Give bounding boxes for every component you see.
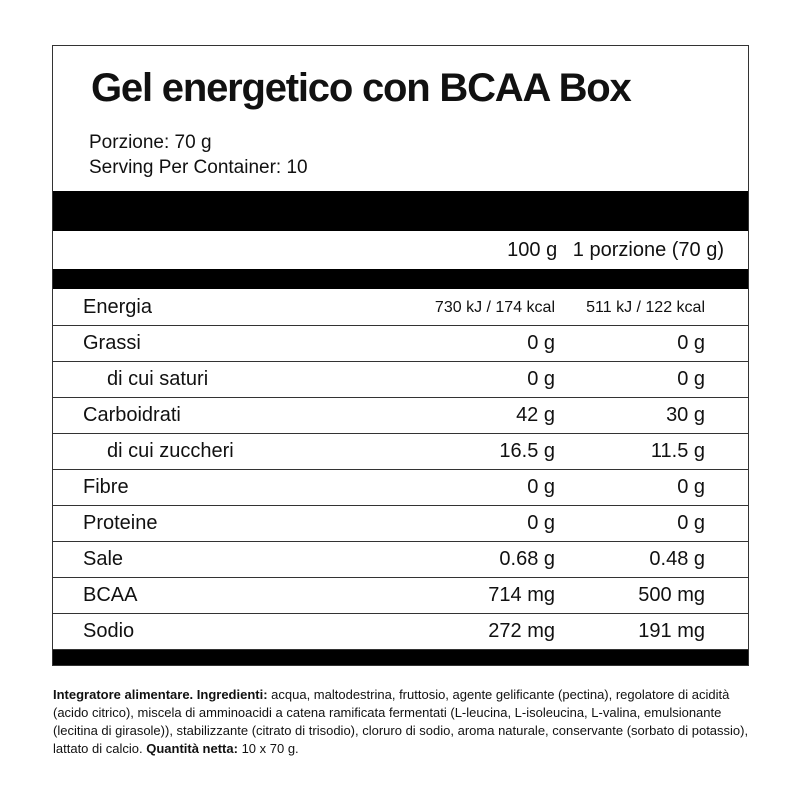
header-per-portion: 1 porzione (70 g) [572,239,724,261]
nutrient-row: Sodio 272 mg 191 mg [53,613,748,650]
value-per-100g: 730 kJ / 174 kcal [434,299,555,316]
value-per-100g: 272 mg [488,620,555,642]
product-title: Gel energetico con BCAA Box [91,66,632,110]
value-per-portion: 0 g [677,368,705,390]
value-per-100g: 714 mg [488,584,555,606]
divider-bar [53,269,748,289]
value-per-100g: 0 g [527,368,555,390]
nutrient-label: Grassi [83,332,141,354]
value-per-100g: 0 g [527,512,555,534]
nutrient-label: di cui zuccheri [107,440,234,462]
header-per-100g: 100 g [507,239,558,261]
value-per-100g: 42 g [516,404,555,426]
nutrient-label: di cui saturi [107,368,209,390]
nutrient-label: Carboidrati [83,404,181,426]
nutrient-label: Fibre [83,476,129,498]
value-per-portion: 0 g [677,476,705,498]
nutrient-label: Sale [83,548,124,570]
nutrient-row: Sale 0.68 g 0.48 g [53,541,748,578]
column-headers: 100 g 1 porzione (70 g) [497,239,724,262]
nutrient-label: BCAA [83,584,138,606]
nutrient-row: Proteine 0 g 0 g [53,505,748,542]
value-per-100g: 0 g [527,476,555,498]
value-per-portion: 30 g [666,404,705,426]
value-per-portion: 0 g [677,512,705,534]
ingredients-list: acqua, maltodestrina, fruttosio, agente … [53,687,749,756]
nutrient-row: Carboidrati 42 g 30 g [53,397,748,434]
value-per-portion: 11.5 g [650,440,705,462]
nutrient-row: Fibre 0 g 0 g [53,469,748,506]
nutrient-label: Sodio [83,620,135,642]
ingredients-text: Integratore alimentare. Ingredienti: acq… [53,686,753,758]
value-per-100g: 0 g [527,332,555,354]
ingredients-lead: Integratore alimentare. Ingredienti: [53,687,268,702]
nutrient-row: BCAA 714 mg 500 mg [53,577,748,614]
net-quantity-value: 10 x 70 g. [237,741,299,756]
value-per-100g: 0.68 g [499,548,555,570]
value-per-portion: 511 kJ / 122 kcal [586,299,705,316]
nutrient-row: di cui saturi 0 g 0 g [53,361,748,398]
net-quantity-label: Quantità netta: [146,741,238,756]
value-per-100g: 16.5 g [499,440,555,462]
value-per-portion: 0 g [677,332,705,354]
nutrient-label: Proteine [83,512,158,534]
value-per-portion: 191 mg [638,620,705,642]
nutrient-label: Energia [83,296,152,318]
nutrient-row: di cui zuccheri 16.5 g 11.5 g [53,433,748,470]
nutrient-row: Energia 730 kJ / 174 kcal 511 kJ / 122 kca… [53,289,748,326]
nutrition-label: Gel energetico con BCAA Box Porzione: 70… [52,45,749,666]
divider-bar [53,191,748,231]
value-per-portion: 500 mg [638,584,705,606]
portion-size: Porzione: 70 g [89,132,212,153]
servings-per-container: Serving Per Container: 10 [89,157,308,178]
nutrient-row: Grassi 0 g 0 g [53,325,748,362]
divider-bar [53,650,748,665]
value-per-portion: 0.48 g [649,548,705,570]
